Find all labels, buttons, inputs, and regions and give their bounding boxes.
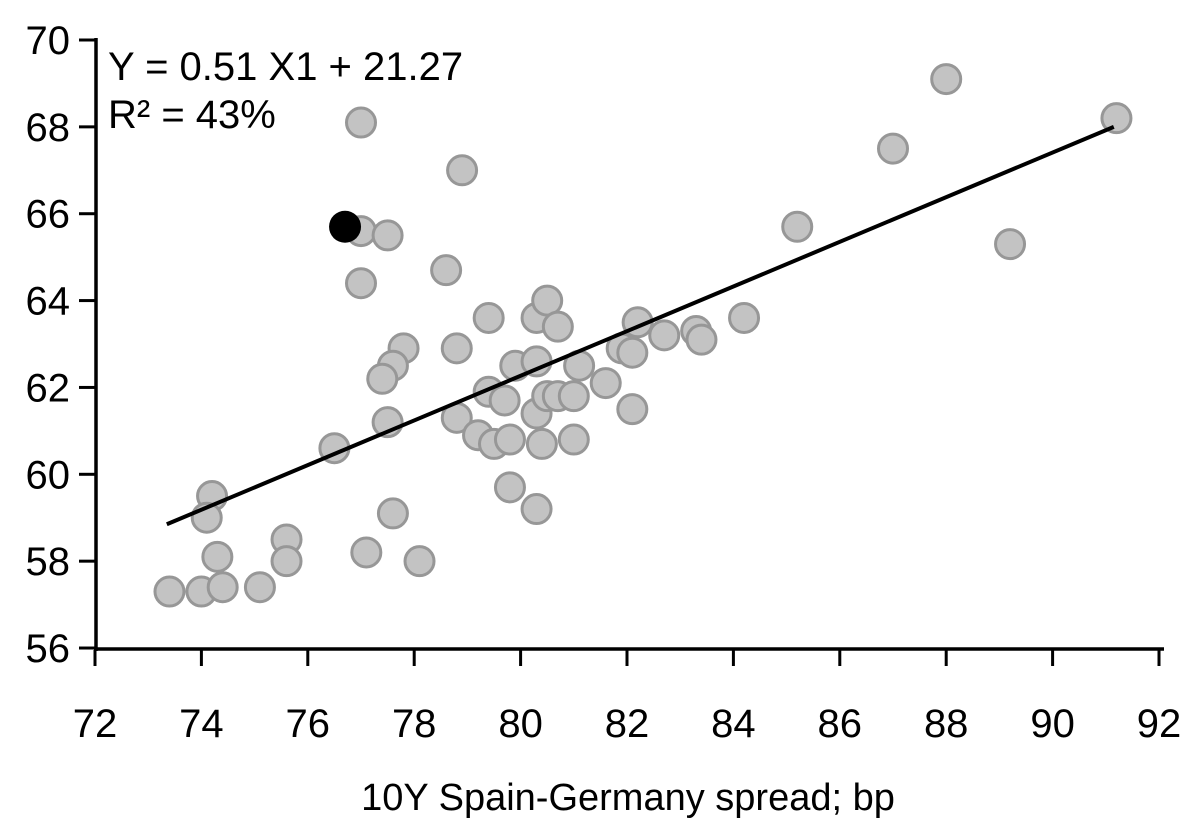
- data-point: [589, 367, 622, 400]
- x-tick-label: 82: [605, 702, 650, 746]
- y-tick-label: 66: [26, 193, 71, 237]
- data-point: [493, 471, 526, 504]
- data-point: [366, 362, 399, 395]
- data-point: [877, 132, 909, 165]
- data-point: [270, 545, 303, 578]
- x-tick-label: 90: [1030, 702, 1075, 746]
- x-tick-label: 76: [286, 702, 331, 746]
- axes: 56 58 60 62 64 66 68 70 72 74 76 78 80 82 84 86 88 90 92: [26, 19, 1182, 746]
- data-point: [525, 427, 558, 460]
- data-point: [345, 267, 377, 300]
- data-point: [371, 219, 404, 252]
- data-point: [685, 323, 718, 356]
- x-tick-label: 78: [392, 702, 437, 746]
- data-point: [201, 540, 234, 573]
- data-point: [472, 301, 505, 334]
- data-point: [648, 319, 681, 352]
- data-point: [488, 384, 521, 417]
- data-point: [930, 63, 963, 96]
- data-point: [541, 310, 574, 343]
- highlighted-data-point: [329, 210, 362, 243]
- data-point: [206, 571, 239, 604]
- data-point: [153, 575, 186, 608]
- y-tick-label: 68: [26, 106, 71, 150]
- x-tick-label: 84: [711, 702, 756, 746]
- data-point: [243, 571, 276, 604]
- data-point: [616, 393, 649, 426]
- y-tick-label: 70: [26, 19, 71, 63]
- y-tick-label: 64: [26, 280, 71, 324]
- y-tick-label: 56: [26, 627, 71, 671]
- x-axis-title: 10Y Spain-Germany spread; bp: [361, 777, 895, 819]
- data-point: [446, 154, 479, 187]
- y-tick-label: 60: [26, 453, 71, 497]
- data-point: [493, 423, 526, 456]
- data-point: [520, 493, 553, 526]
- x-tick-label: 80: [498, 702, 543, 746]
- x-tick-label: 72: [73, 702, 118, 746]
- x-tick-label: 86: [818, 702, 863, 746]
- y-tick-label: 62: [26, 366, 71, 410]
- data-point: [403, 545, 436, 578]
- data-point: [345, 106, 377, 139]
- trend-line: [166, 125, 1115, 527]
- data-point: [376, 497, 409, 530]
- x-tick-label: 88: [924, 702, 969, 746]
- data-point: [994, 228, 1027, 261]
- data-point: [728, 301, 761, 334]
- data-point: [430, 254, 463, 287]
- x-tick-label: 92: [1137, 702, 1182, 746]
- trend-line-group: [166, 125, 1115, 527]
- data-point: [557, 380, 590, 413]
- data-point: [616, 336, 649, 369]
- data-point: [557, 423, 590, 456]
- data-point: [1100, 102, 1133, 135]
- x-tick-label: 74: [179, 702, 224, 746]
- data-point: [350, 536, 383, 569]
- r-squared-label: R² = 43%: [108, 93, 276, 137]
- data-point: [440, 332, 473, 365]
- data-point: [781, 210, 814, 243]
- data-points: [153, 63, 1133, 608]
- y-tick-label: 58: [26, 540, 71, 584]
- regression-equation: Y = 0.51 X1 + 21.27: [108, 45, 463, 89]
